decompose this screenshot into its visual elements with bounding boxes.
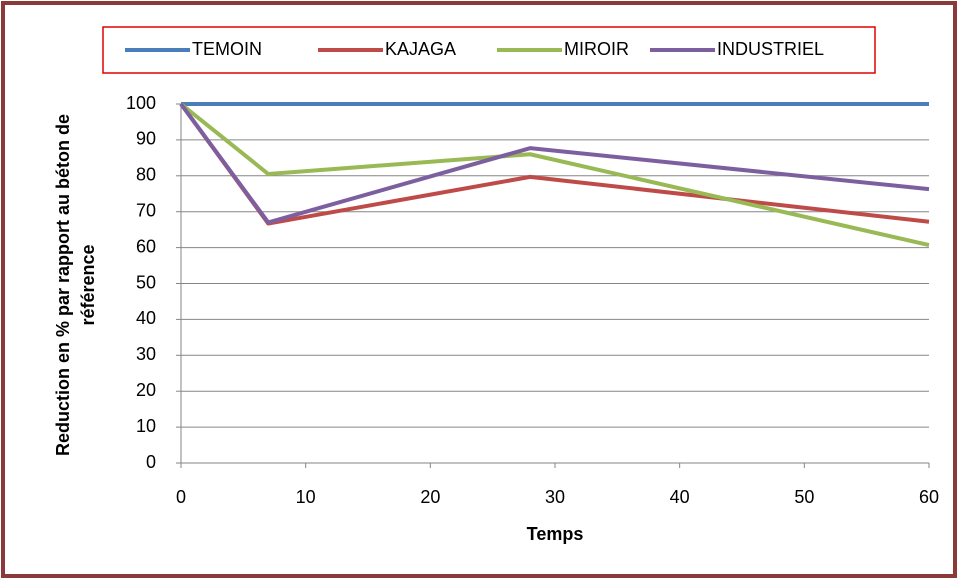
- legend-label: INDUSTRIEL: [717, 39, 824, 59]
- y-tick-label: 0: [146, 452, 156, 472]
- legend-label: KAJAGA: [385, 39, 456, 59]
- series-line: [179, 102, 930, 225]
- y-tick-label: 30: [136, 344, 156, 364]
- y-axis-label: référence: [78, 244, 98, 325]
- x-tick-label: 50: [794, 487, 814, 507]
- legend-label: MIROIR: [564, 39, 629, 59]
- x-tick-label: 10: [296, 487, 316, 507]
- y-tick-label: 100: [126, 93, 156, 113]
- legend-label: TEMOIN: [192, 39, 262, 59]
- y-tick-label: 80: [136, 165, 156, 185]
- x-axis-label: Temps: [527, 524, 584, 544]
- y-tick-label: 60: [136, 236, 156, 256]
- x-tick-label: 60: [919, 487, 939, 507]
- y-tick-label: 10: [136, 416, 156, 436]
- series-line: [179, 102, 930, 248]
- y-tick-label: 40: [136, 308, 156, 328]
- x-tick-label: 0: [176, 487, 186, 507]
- legend-box: [102, 26, 876, 74]
- y-axis-label: Reduction en % par rapport au béton de: [53, 114, 73, 456]
- y-tick-label: 20: [136, 380, 156, 400]
- x-tick-label: 20: [420, 487, 440, 507]
- y-tick-label: 50: [136, 272, 156, 292]
- y-tick-label: 70: [136, 200, 156, 220]
- x-tick-label: 40: [670, 487, 690, 507]
- x-tick-label: 30: [545, 487, 565, 507]
- y-tick-label: 90: [136, 129, 156, 149]
